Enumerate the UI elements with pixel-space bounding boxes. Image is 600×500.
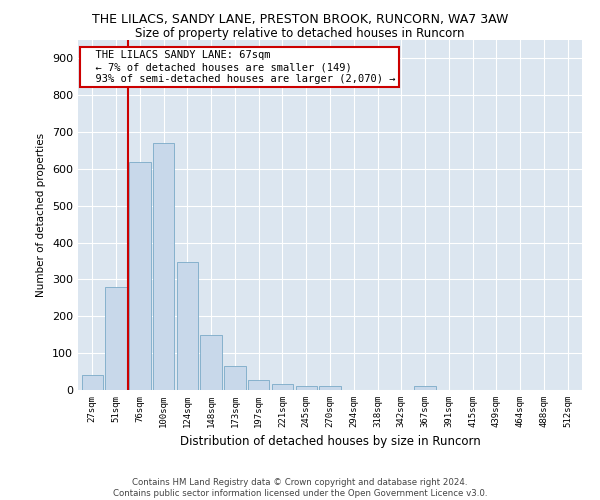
Bar [296,386,317,390]
Bar [129,162,151,390]
X-axis label: Distribution of detached houses by size in Runcorn: Distribution of detached houses by size … [179,436,481,448]
Text: THE LILACS SANDY LANE: 67sqm
  ← 7% of detached houses are smaller (149)
  93% o: THE LILACS SANDY LANE: 67sqm ← 7% of det… [83,50,395,84]
Text: Size of property relative to detached houses in Runcorn: Size of property relative to detached ho… [135,28,465,40]
Bar [82,374,103,390]
Bar [106,287,127,390]
Bar [248,380,269,390]
Y-axis label: Number of detached properties: Number of detached properties [37,133,46,297]
Text: Contains HM Land Registry data © Crown copyright and database right 2024.
Contai: Contains HM Land Registry data © Crown c… [113,478,487,498]
Bar [200,336,222,390]
Bar [319,386,341,390]
Bar [415,386,436,390]
Text: THE LILACS, SANDY LANE, PRESTON BROOK, RUNCORN, WA7 3AW: THE LILACS, SANDY LANE, PRESTON BROOK, R… [92,12,508,26]
Bar [224,366,245,390]
Bar [153,143,174,390]
Bar [176,262,198,390]
Bar [272,384,293,390]
